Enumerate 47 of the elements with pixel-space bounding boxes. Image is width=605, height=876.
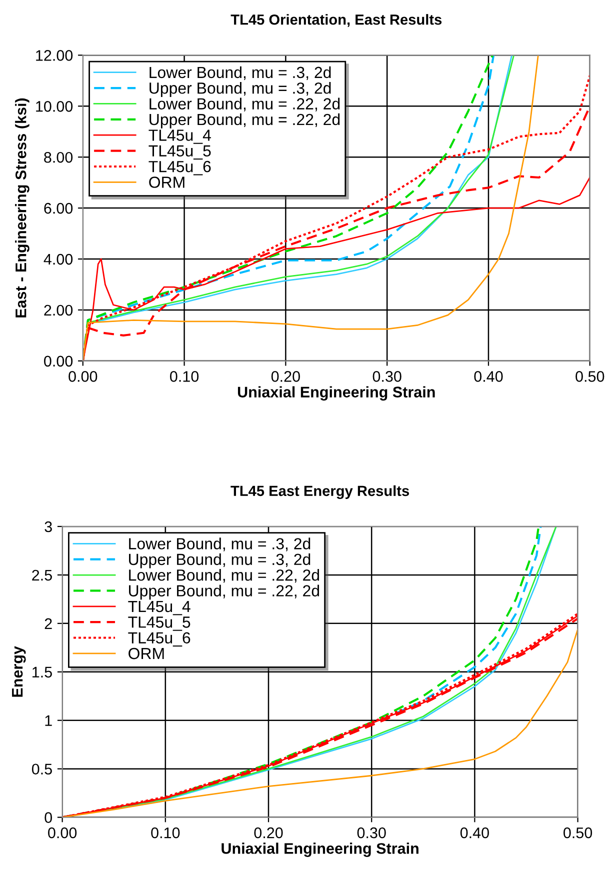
y-tick-label: 2.00: [44, 304, 73, 316]
y-tick-label: 0: [44, 812, 52, 823]
y-tick-label: 2: [44, 618, 52, 629]
y-tick-label: 3: [44, 521, 52, 532]
legend-label: ORM: [149, 176, 184, 188]
legend-label: TL45u_6: [128, 632, 190, 647]
x-tick-label: 0.10: [170, 371, 199, 382]
x-tick-label: 0.40: [474, 371, 503, 382]
legend-label: Lower Bound, mu = .22, 2d: [150, 98, 340, 112]
legend-label: TL45u_5: [128, 616, 190, 631]
y-tick-label: 1.5: [32, 666, 52, 678]
legend-label: Upper Bound, mu = .3, 2d: [129, 553, 310, 568]
x-tick-label: 0.20: [271, 371, 300, 382]
x-axis-title: Uniaxial Engineering Strain: [222, 842, 418, 857]
x-tick-label: 0.50: [576, 371, 604, 382]
y-axis-title: Energy: [12, 646, 26, 697]
legend-label: TL45u_6: [148, 160, 211, 176]
x-tick-label: 0.50: [564, 827, 592, 838]
legend-label: ORM: [128, 648, 164, 660]
y-tick-label: 10.00: [36, 101, 73, 112]
legend-label: TL45u_4: [148, 130, 211, 144]
y-tick-label: 0.5: [32, 764, 52, 775]
x-tick-label: 0.00: [68, 371, 98, 382]
y-axis-title: East - Engineering Stress (ksi): [15, 98, 30, 318]
legend-label: TL45u_5: [148, 145, 211, 160]
y-tick-label: 4.00: [44, 254, 73, 265]
legend-label: Lower Bound, mu = .22, 2d: [129, 569, 320, 583]
y-tick-label: 2.5: [32, 570, 52, 581]
x-tick-label: 0.10: [151, 827, 180, 838]
legend-label: TL45u_4: [128, 600, 190, 616]
y-tick-label: 12.00: [36, 50, 73, 61]
x-tick-label: 0.30: [372, 371, 402, 382]
legend-label: Lower Bound, mu = .3, 2d: [129, 538, 310, 552]
y-tick-label: 0.00: [44, 356, 73, 367]
y-tick-label: 1: [45, 715, 52, 726]
chart-title: TL45 Orientation, East Results: [230, 14, 442, 27]
x-tick-label: 0.20: [254, 827, 283, 838]
legend-label: Upper Bound, mu = .22, 2d: [129, 584, 320, 600]
legend-label: Upper Bound, mu = .3, 2d: [150, 82, 331, 97]
x-tick-label: 0.40: [460, 827, 489, 838]
chart-title: TL45 East Energy Results: [230, 485, 410, 500]
x-tick-label: 0.30: [357, 827, 386, 838]
y-tick-label: 8.00: [44, 152, 73, 163]
y-tick-label: 6.00: [44, 202, 73, 214]
legend-label: Lower Bound, mu = .3, 2d: [150, 66, 331, 80]
x-axis-title: Uniaxial Engineering Strain: [238, 386, 435, 401]
legend-label: Upper Bound, mu = .22, 2d: [150, 113, 340, 128]
